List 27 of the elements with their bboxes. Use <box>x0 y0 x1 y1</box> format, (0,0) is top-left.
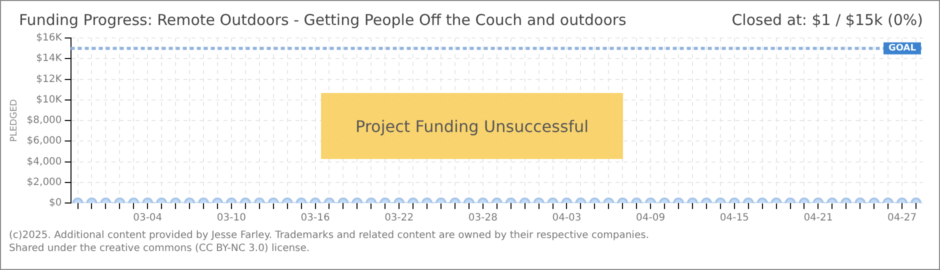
y-tick-label: $10K <box>36 94 62 106</box>
text: (c)2025. Additional content provided by Jesse Farley. Trademarks and related content are owned by their respective companies. <box>9 229 650 242</box>
chart-title: Funding Progress: Remote Outdoors - Getting People Off the Couch and outdoors <box>19 11 626 29</box>
x-tick-label: 03-28 <box>468 212 498 224</box>
y-axis-title: PLEDGED <box>10 99 20 142</box>
annotation: Project Funding Unsuccessful <box>355 116 589 136</box>
y-tick-label: $6,000 <box>26 136 62 147</box>
notice-panel: Project Funding Unsuccessful <box>321 93 623 159</box>
x-tick-label: 04-09 <box>636 212 666 224</box>
x-tick-label: 03-04 <box>133 212 162 224</box>
y-tick-label: $0 <box>49 198 62 209</box>
ref-line-label: GOAL <box>888 44 916 54</box>
y-tick-label: $12K <box>36 74 62 85</box>
y-tick-label: $16K <box>36 32 62 44</box>
text: Shared under the creative commons (CC BY-NC 3.0) license. <box>9 242 311 255</box>
y-tick-label: $14K <box>36 53 62 64</box>
x-tick-label: 04-21 <box>804 212 833 224</box>
y-tick-label: $4,000 <box>26 156 62 168</box>
x-tick-label: 04-27 <box>888 212 917 224</box>
x-tick-label: 04-03 <box>552 212 582 224</box>
y-tick-label: $2,000 <box>26 176 62 188</box>
x-tick-label: 03-16 <box>300 212 330 224</box>
x-tick-label: 04-15 <box>720 212 749 224</box>
x-tick-label: 03-10 <box>216 212 246 224</box>
y-tick-label: $8,000 <box>26 115 62 126</box>
x-tick-label: 03-22 <box>384 212 414 224</box>
chart-subtitle: Closed at: $1 / $15k (0%) <box>732 11 923 29</box>
